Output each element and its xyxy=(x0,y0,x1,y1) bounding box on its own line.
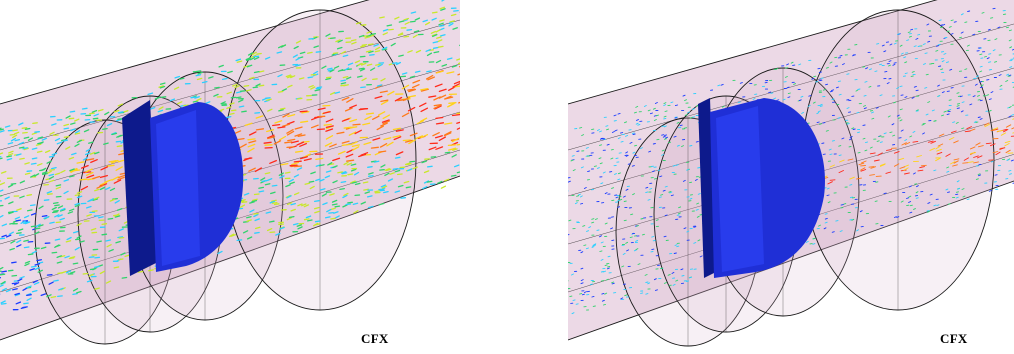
mesh-line xyxy=(568,23,1014,151)
valve-disc xyxy=(698,98,825,278)
valve-face xyxy=(716,106,764,272)
valve-face xyxy=(156,110,200,266)
cfd-panel-left: CFX xyxy=(0,0,460,354)
pipe-bottom-edge xyxy=(568,180,1014,341)
mesh-line xyxy=(0,19,460,151)
valve-disc xyxy=(122,100,244,276)
pipe-valve-render-right xyxy=(568,0,1014,347)
cfd-panel-right: CFX xyxy=(568,0,1014,354)
cfx-watermark: CFX xyxy=(361,331,389,346)
pipe-valve-render-left xyxy=(0,0,460,345)
cfx-watermark: CFX xyxy=(940,331,968,346)
pipe-top-edge xyxy=(0,0,370,105)
valve-plate xyxy=(122,100,158,276)
pipe-top-edge xyxy=(568,0,938,105)
